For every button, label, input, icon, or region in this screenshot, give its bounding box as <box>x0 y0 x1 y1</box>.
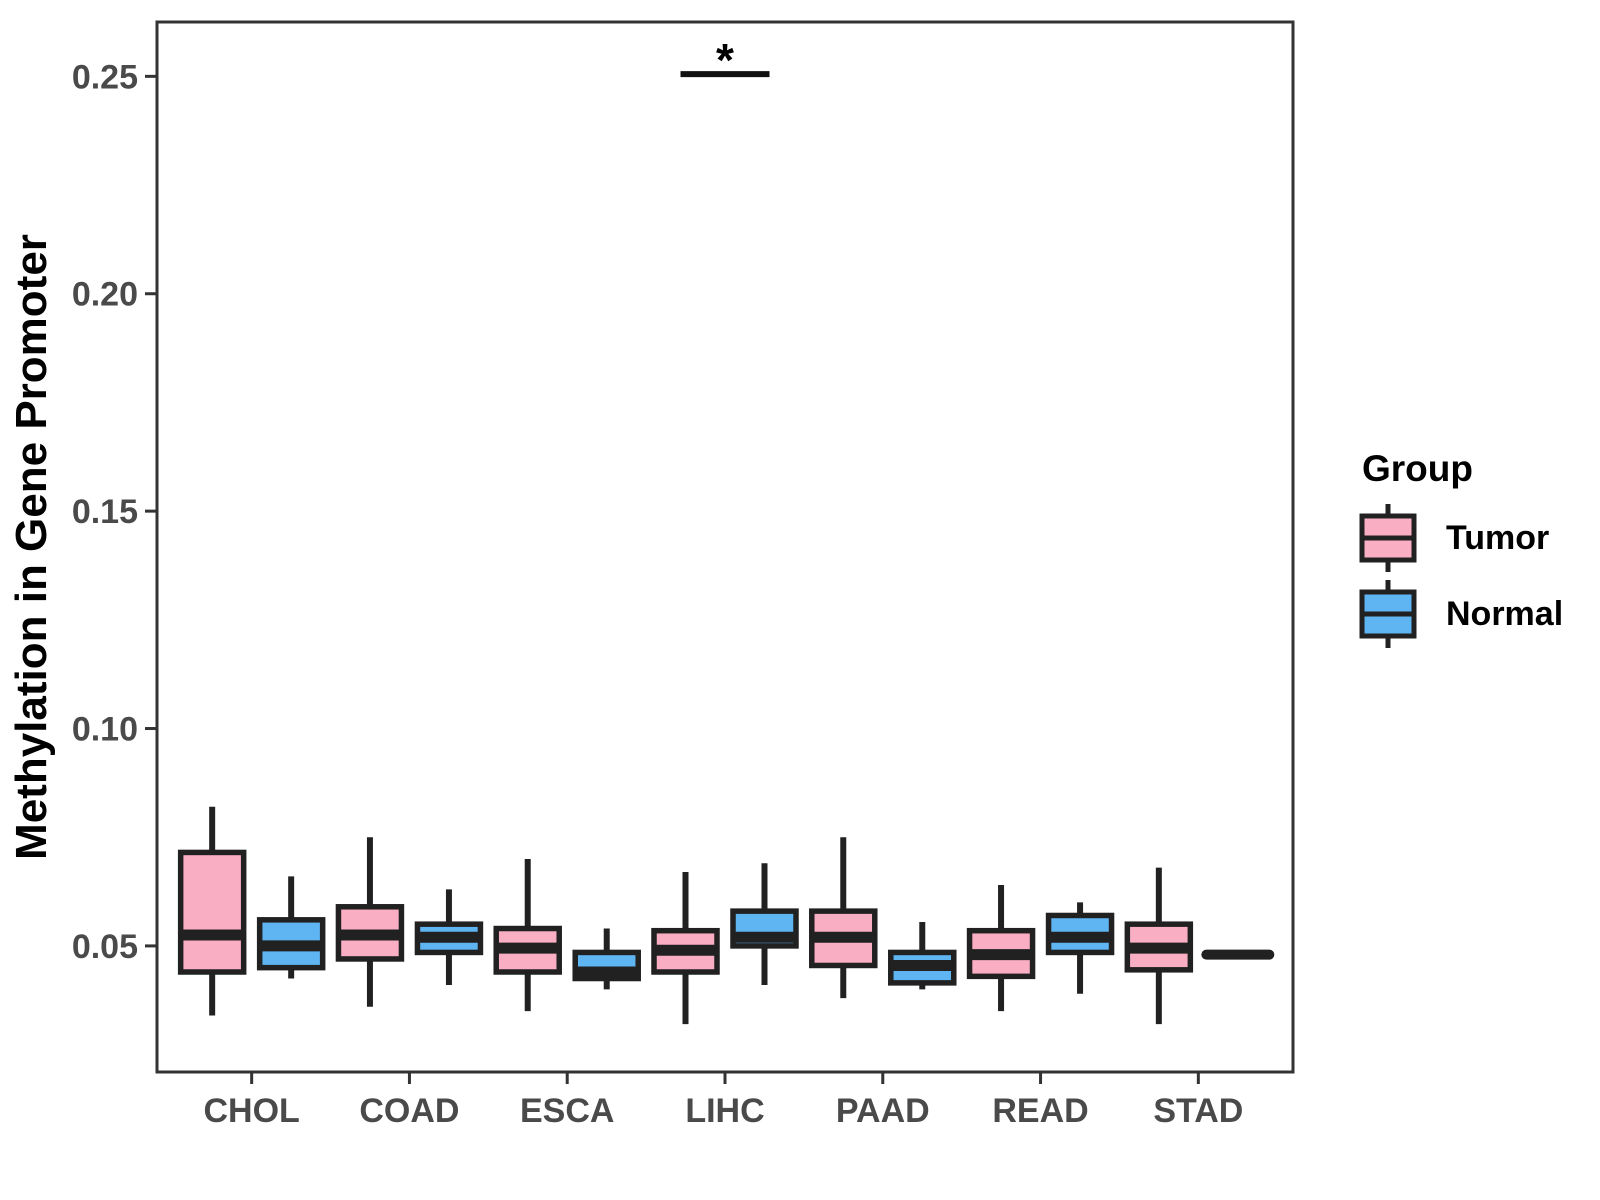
y-tick-label: 0.20 <box>72 276 138 314</box>
legend-item-tumor: Tumor <box>1356 500 1563 576</box>
legend-group: Group Tumor Normal <box>1356 448 1563 652</box>
box-STAD-Tumor <box>1124 867 1194 1025</box>
x-category-label: CHOL <box>204 1092 300 1130</box>
tumor-boxplot-key-icon <box>1359 504 1417 572</box>
legend-title: Group <box>1362 448 1473 489</box>
x-category-label: STAD <box>1153 1092 1243 1130</box>
x-category-label: ESCA <box>520 1092 614 1130</box>
annotation-layer: * <box>680 34 770 86</box>
significance-star: * <box>716 34 734 86</box>
box-PAAD-Tumor <box>809 837 878 999</box>
x-category-label: LIHC <box>685 1092 764 1130</box>
boxes-layer <box>177 806 1275 1025</box>
y-tick-label: 0.15 <box>72 493 138 531</box>
box-ESCA-Normal <box>572 928 641 990</box>
box-READ-Tumor <box>966 885 1036 1012</box>
normal-boxplot-key-icon <box>1359 580 1417 648</box>
panel-border <box>155 20 1295 1074</box>
box-COAD-Tumor <box>335 837 405 1007</box>
box-LIHC-Normal <box>730 863 799 986</box>
box-CHOL-Tumor <box>177 806 247 1016</box>
y-tick-label: 0.10 <box>72 711 138 749</box>
x-category-label: READ <box>992 1092 1088 1130</box>
legend-label-tumor: Tumor <box>1446 518 1550 557</box>
box-CHOL-Normal <box>256 876 326 979</box>
legend-label-normal: Normal <box>1446 594 1564 633</box>
box-COAD-Normal <box>414 889 484 986</box>
box-ESCA-Tumor <box>493 858 562 1012</box>
iqr-box <box>177 849 247 975</box>
y-axis-title: Methylation in Gene Promoter <box>7 234 56 860</box>
box-READ-Normal <box>1045 902 1115 994</box>
x-category-label: PAAD <box>836 1092 930 1130</box>
y-tick-label: 0.25 <box>72 58 138 96</box>
box-LIHC-Tumor <box>651 872 720 1025</box>
x-category-label: COAD <box>359 1092 459 1130</box>
box-PAAD-Normal <box>888 922 957 990</box>
axes-layer: 0.05 0.10 0.15 0.20 0.25 CHOL COAD ESCA LIHC PAAD… <box>72 20 1295 1130</box>
y-tick-label: 0.05 <box>72 928 138 966</box>
legend-item-normal: Normal <box>1356 576 1563 652</box>
